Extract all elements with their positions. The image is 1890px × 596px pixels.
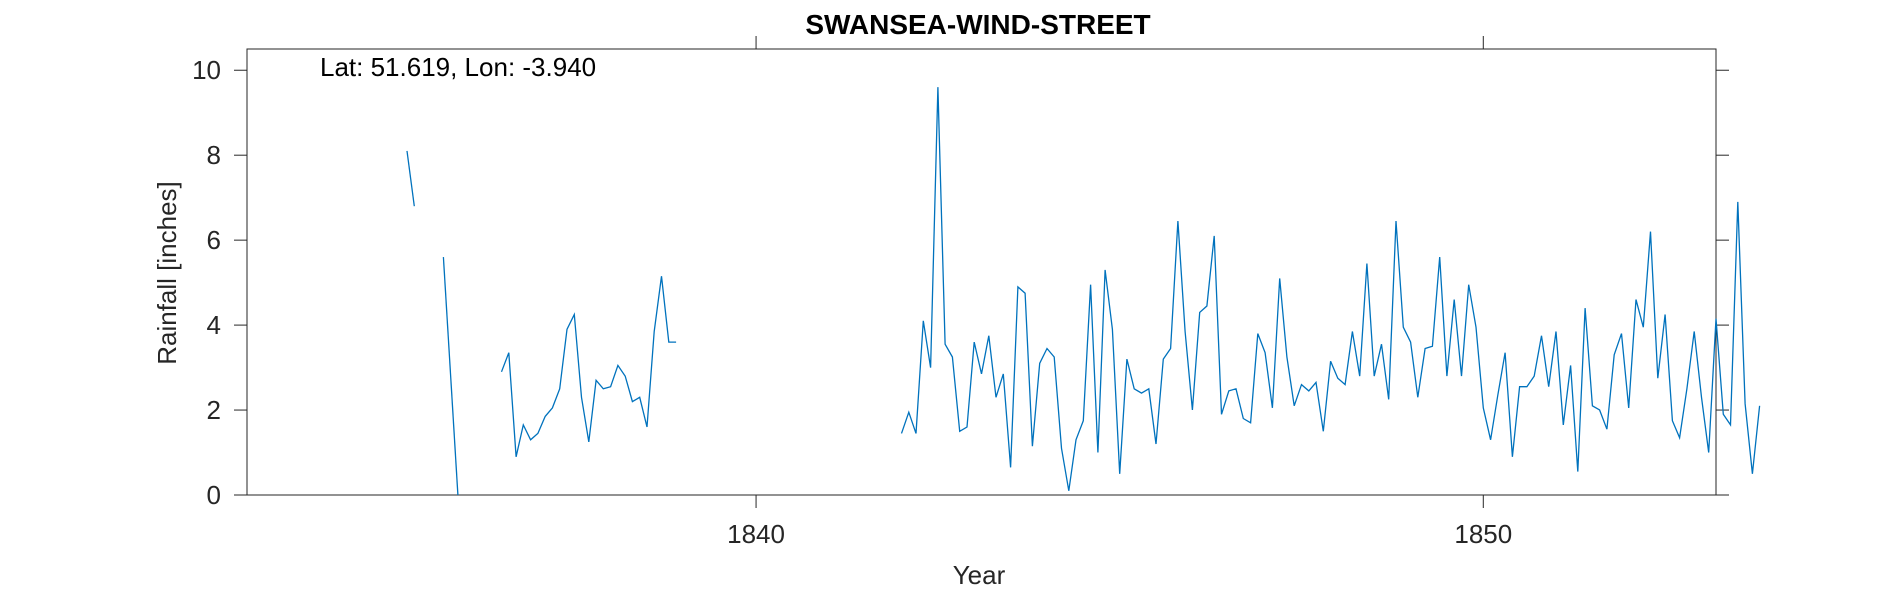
- y-tick-label: 2: [207, 395, 221, 425]
- y-tick-label: 0: [207, 480, 221, 510]
- axes: 0 2 4 6 8 10 1840 1850: [192, 36, 1729, 549]
- chart-title: SWANSEA-WIND-STREET: [805, 9, 1150, 40]
- y-tick-label: 8: [207, 140, 221, 170]
- rainfall-line-segment: [406, 150, 415, 207]
- data-series: [406, 87, 1761, 496]
- rainfall-line-segment: [900, 87, 1761, 491]
- x-tick-label: 1840: [727, 519, 785, 549]
- x-axis-label: Year: [953, 560, 1006, 590]
- y-tick-label: 10: [192, 55, 221, 85]
- x-tick-label: 1850: [1454, 519, 1512, 549]
- plot-frame: [246, 48, 1717, 496]
- y-axis-label: Rainfall [inches]: [152, 181, 182, 365]
- y-tick-label: 4: [207, 310, 221, 340]
- location-annotation: Lat: 51.619, Lon: -3.940: [320, 52, 596, 82]
- rainfall-line-segment: [442, 257, 459, 496]
- y-tick-label: 6: [207, 225, 221, 255]
- rainfall-line-segment: [500, 276, 677, 457]
